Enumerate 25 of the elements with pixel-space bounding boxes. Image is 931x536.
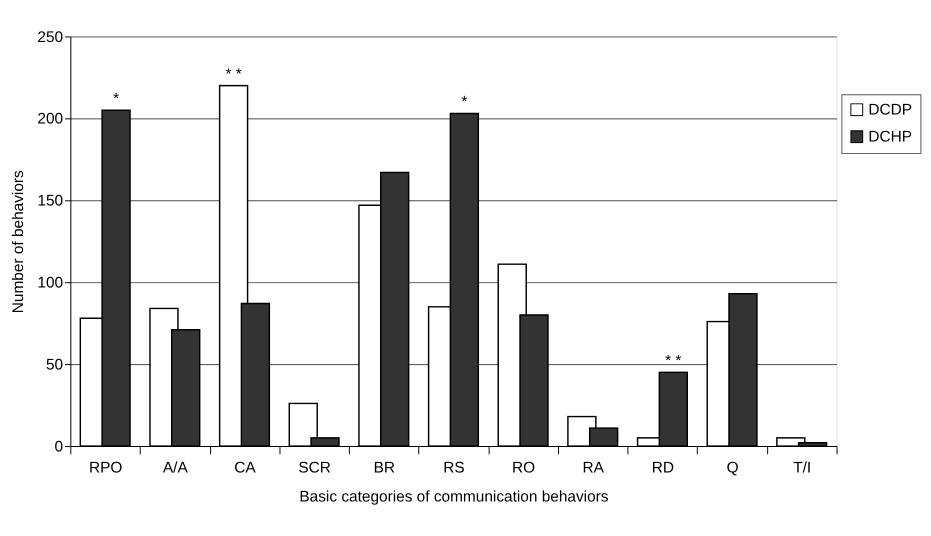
x-tick-label: RPO (88, 460, 122, 477)
y-tick-label: 100 (37, 274, 64, 292)
legend-label: DCDP (868, 102, 912, 119)
x-tick-label: RA (582, 460, 605, 477)
x-tick-label: CA (234, 460, 256, 477)
annotation: * * (665, 352, 682, 370)
y-tick-label: 0 (54, 438, 64, 456)
y-tick-label: 50 (46, 356, 64, 374)
x-tick-label: RD (652, 460, 674, 477)
x-tick-label: RO (512, 460, 536, 477)
x-tick-label: BR (374, 460, 395, 477)
legend-label: DCHP (868, 128, 912, 146)
annotation: * (461, 94, 468, 111)
x-tick-label: RS (443, 460, 465, 477)
x-tick-label: A/A (162, 460, 188, 477)
annotation: * * (225, 66, 242, 83)
y-tick-label: 250 (37, 28, 64, 46)
x-tick-label: Q (726, 460, 739, 477)
annotation: * (113, 90, 120, 108)
y-tick-label: 200 (37, 110, 64, 128)
x-axis-title: Basic categories of communication behaviors (299, 488, 609, 506)
x-tick-label: SCR (298, 460, 331, 477)
y-axis-title: Number of behaviors (10, 170, 27, 314)
y-tick-label: 150 (37, 192, 64, 210)
x-tick-label: T/I (793, 460, 812, 477)
